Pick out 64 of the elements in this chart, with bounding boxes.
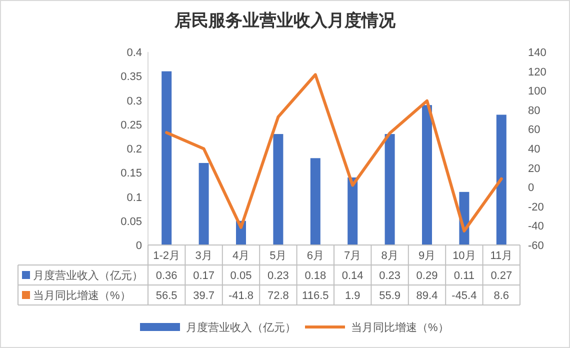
data-label: 0.29 bbox=[416, 270, 438, 282]
bar bbox=[348, 177, 358, 245]
x-tick-label: 10月 bbox=[452, 250, 476, 262]
y2-tick-label: 120 bbox=[528, 66, 546, 78]
bar bbox=[496, 114, 506, 245]
legend-label: 当月同比增速（%） bbox=[33, 289, 131, 302]
data-label: 116.5 bbox=[302, 290, 329, 302]
y-tick-label: 0.15 bbox=[120, 168, 142, 180]
y-tick-label: 0.35 bbox=[120, 71, 142, 84]
y-tick-label: 0.4 bbox=[126, 47, 142, 59]
text: 当月同比增速（%） bbox=[351, 322, 449, 334]
x-tick-label: 1-2月 bbox=[153, 250, 180, 262]
bar bbox=[162, 71, 172, 245]
x-tick-label: 6月 bbox=[306, 250, 324, 262]
data-label: 55.9 bbox=[379, 290, 401, 302]
data-label: 1.9 bbox=[344, 290, 360, 302]
y2-tick-label: 40 bbox=[528, 144, 540, 156]
y-tick-label: 0.1 bbox=[126, 192, 142, 204]
y2-tick-label: -60 bbox=[528, 240, 544, 252]
data-label: 8.6 bbox=[494, 290, 510, 302]
data-label: 0.23 bbox=[267, 270, 289, 282]
bar bbox=[384, 134, 395, 245]
y-tick-label: 0.2 bbox=[126, 144, 142, 156]
data-label: 0.18 bbox=[304, 270, 326, 282]
bar bbox=[198, 162, 209, 245]
line-series bbox=[165, 73, 503, 232]
data-label: 89.4 bbox=[416, 290, 438, 302]
y2-tick-label: 80 bbox=[528, 104, 540, 117]
y2-tick-label: -20 bbox=[528, 201, 544, 214]
data-label: 0.36 bbox=[156, 270, 178, 282]
data-label: -45.4 bbox=[452, 290, 477, 302]
x-tick-label: 7月 bbox=[344, 250, 362, 262]
data-label: 39.7 bbox=[193, 290, 215, 302]
y-tick-label: 0.25 bbox=[120, 119, 142, 132]
y-tick-label: 0.05 bbox=[120, 216, 142, 228]
x-tick-label: 11月 bbox=[490, 250, 513, 262]
y2-tick-label: 60 bbox=[528, 124, 540, 136]
data-label: 0.14 bbox=[342, 270, 364, 282]
y2-tick-label: -40 bbox=[528, 220, 544, 233]
x-tick-label: 8月 bbox=[381, 250, 398, 262]
chart-title: 居民服务业营业收入月度情况 bbox=[174, 11, 396, 30]
bar bbox=[273, 134, 284, 245]
data-label: 0.11 bbox=[454, 270, 474, 282]
data-label: 0.23 bbox=[379, 270, 401, 282]
data-label: 56.5 bbox=[156, 290, 178, 302]
data-label: 0.05 bbox=[230, 270, 252, 282]
text: 月度营业收入（亿元） bbox=[186, 322, 296, 334]
legend-label: 月度营业收入（亿元） bbox=[33, 269, 143, 282]
x-tick-label: 3月 bbox=[195, 250, 212, 262]
y2-tick-label: 0 bbox=[528, 182, 534, 194]
x-tick-label: 9月 bbox=[418, 250, 436, 262]
data-label: 72.8 bbox=[267, 290, 289, 302]
data-label: -41.8 bbox=[228, 290, 254, 302]
y2-tick-label: 100 bbox=[528, 86, 546, 98]
y2-tick-label: 140 bbox=[528, 47, 546, 59]
y2-tick-label: 20 bbox=[528, 162, 540, 175]
bar bbox=[422, 105, 432, 245]
y-tick-label: 0.3 bbox=[126, 95, 142, 108]
data-label: 0.17 bbox=[193, 270, 215, 282]
x-tick-label: 5月 bbox=[270, 250, 287, 262]
y-tick-label: 0 bbox=[136, 240, 142, 252]
x-tick-label: 4月 bbox=[232, 250, 250, 262]
bar bbox=[310, 158, 320, 245]
data-label: 0.27 bbox=[490, 270, 512, 282]
